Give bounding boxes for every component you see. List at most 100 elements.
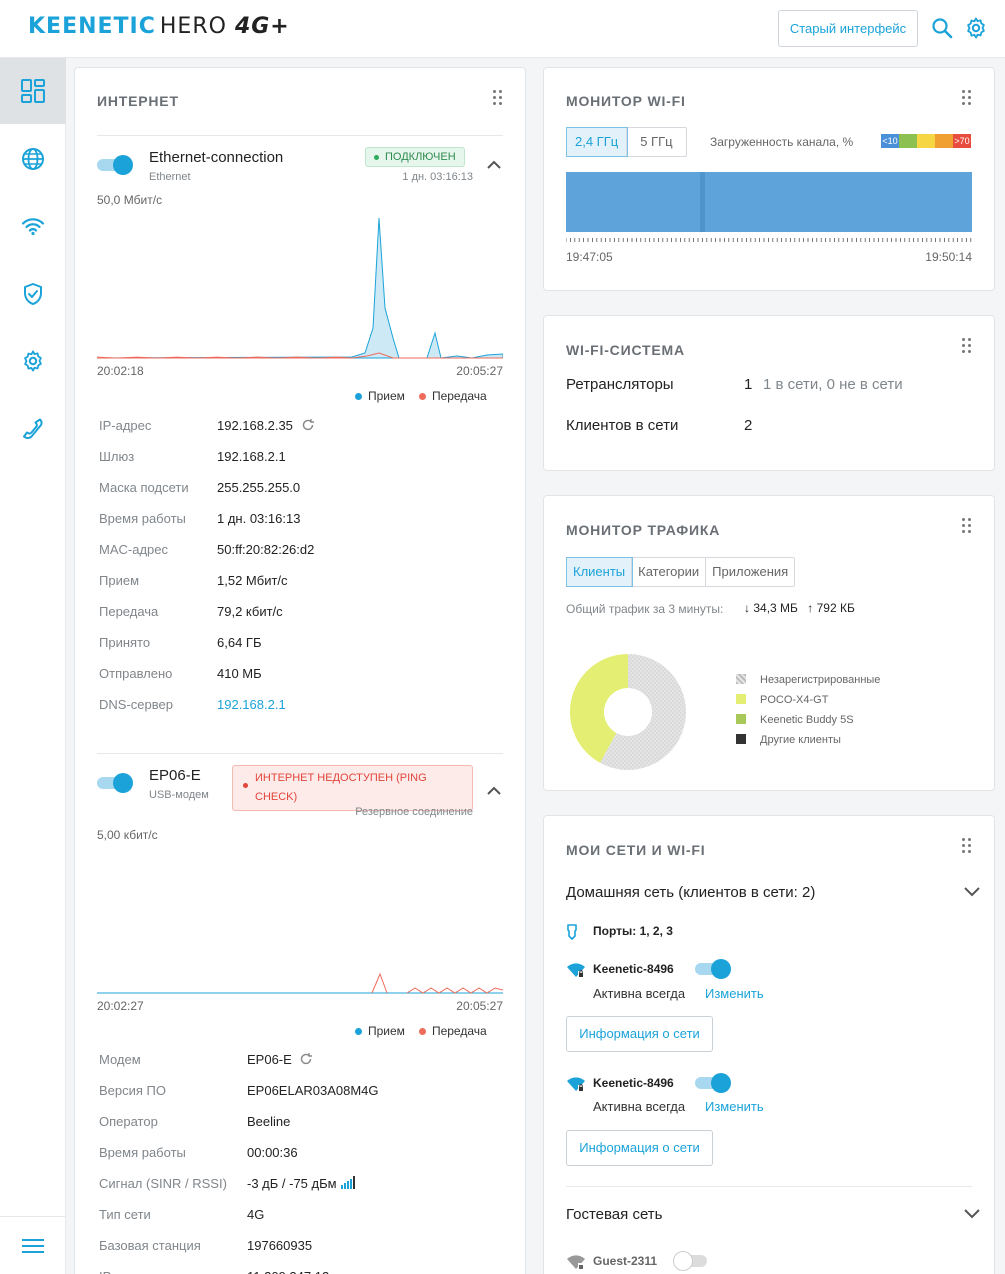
old-interface-button[interactable]: Старый интерфейс xyxy=(778,10,918,47)
arrow-down-icon: ↓ xyxy=(744,601,750,615)
detail-value: 11.209.247.12 xyxy=(247,1269,329,1274)
dns-server-link[interactable]: 192.168.2.1 xyxy=(217,697,286,712)
ssid1-toggle[interactable] xyxy=(695,959,731,979)
refresh-icon[interactable] xyxy=(301,418,315,432)
chevron-down-icon[interactable] xyxy=(964,1209,980,1219)
wifi-locked-icon xyxy=(567,963,585,977)
detail-label: Сигнал (SINR / RSSI) xyxy=(99,1176,227,1191)
tab-categories[interactable]: Категории xyxy=(632,558,707,586)
refresh-icon[interactable] xyxy=(299,1052,313,1066)
detail-label: Передача xyxy=(99,604,159,619)
network-info-button[interactable]: Информация о сети xyxy=(566,1016,713,1052)
sidebar-item-security[interactable] xyxy=(0,261,66,327)
detail-value: EP06ELAR03A08M4G xyxy=(247,1083,379,1098)
chart-legend: Прием Передача xyxy=(355,389,487,403)
traffic-donut-chart xyxy=(570,654,686,770)
detail-value: 00:00:36 xyxy=(247,1145,298,1160)
traffic-down: 34,3 МБ xyxy=(753,601,798,615)
ssid2-toggle[interactable] xyxy=(695,1073,731,1093)
tab-applications[interactable]: Приложения xyxy=(712,564,789,579)
clients-count: 2 xyxy=(744,417,753,434)
edit-ssid-link[interactable]: Изменить xyxy=(705,1099,764,1114)
signal-strength-icon xyxy=(341,1176,355,1189)
sidebar-item-wifi[interactable] xyxy=(0,193,66,259)
detail-value: -3 дБ / -75 дБм xyxy=(247,1176,337,1191)
chevron-up-icon[interactable] xyxy=(487,786,501,796)
internet-card: ИНТЕРНЕТ Ethernet-connection Ethernet ПО… xyxy=(74,67,526,1274)
hamburger-menu-icon xyxy=(22,1238,44,1253)
my-networks-card: МОИ СЕТИ И WI-FI Домашняя сеть (клиентов… xyxy=(543,815,995,1274)
legend-item[interactable]: Другие клиенты xyxy=(736,734,841,746)
chart-scale: 5,00 кбит/с xyxy=(97,828,158,842)
keenetic-logo[interactable]: KEENETIC HERO 4G+ xyxy=(28,14,290,39)
detail-value: EP06-E xyxy=(247,1052,292,1067)
wifi-monitor-card: МОНИТОР WI-FI 2,4 ГГц 5 ГГц Загруженност… xyxy=(543,67,995,291)
detail-label: Маска подсети xyxy=(99,480,189,495)
network-info-button[interactable]: Информация о сети xyxy=(566,1130,713,1166)
sidebar-nav xyxy=(0,58,66,1274)
connection-name: Ethernet-connection xyxy=(149,149,284,166)
ethernet-traffic-chart xyxy=(97,217,503,359)
guest-network-label[interactable]: Гостевая сеть xyxy=(566,1206,663,1223)
tab-band-24[interactable]: 2,4 ГГц xyxy=(565,127,629,157)
settings-gear-icon[interactable] xyxy=(964,16,988,40)
detail-value: 410 МБ xyxy=(217,666,262,681)
arrow-up-icon: ↑ xyxy=(807,601,814,615)
chart-scale: 50,0 Мбит/с xyxy=(97,193,163,207)
connection-type: USB-модем xyxy=(149,789,209,801)
wifi-system-title: WI-FI-СИСТЕМА xyxy=(566,342,685,358)
drag-handle-icon[interactable] xyxy=(962,838,972,854)
chevron-down-icon[interactable] xyxy=(964,887,980,897)
sidebar-item-telephony[interactable] xyxy=(0,396,66,462)
sidebar-menu-toggle[interactable] xyxy=(0,1216,66,1274)
wifi-locked-icon xyxy=(567,1077,585,1091)
detail-label: Шлюз xyxy=(99,449,135,464)
sidebar-item-dashboard[interactable] xyxy=(0,58,66,124)
drag-handle-icon[interactable] xyxy=(962,338,972,354)
internet-card-title: ИНТЕРНЕТ xyxy=(97,93,179,109)
shield-icon xyxy=(24,283,42,305)
chart-time-end: 20:05:27 xyxy=(456,364,503,378)
guest-ssid-toggle[interactable] xyxy=(673,1251,709,1271)
legend-item[interactable]: POCO-X4-GT xyxy=(736,694,828,706)
tab-clients[interactable]: Клиенты xyxy=(565,557,634,587)
legend-item[interactable]: Незарегистрированные xyxy=(736,674,880,686)
detail-label: IP-адрес xyxy=(99,1269,151,1274)
modem-traffic-chart xyxy=(97,972,503,994)
ports-label: Порты: 1, 2, 3 xyxy=(593,924,673,938)
wifi-icon xyxy=(21,218,45,236)
legend-rx-dot xyxy=(355,1028,362,1035)
legend-swatch xyxy=(736,734,746,744)
drag-handle-icon[interactable] xyxy=(962,90,972,106)
edit-ssid-link[interactable]: Изменить xyxy=(705,986,764,1001)
ethernet-connection-toggle[interactable] xyxy=(97,155,133,175)
repeaters-label[interactable]: Ретрансляторы xyxy=(566,376,674,393)
traffic-totals: ↓ 34,3 МБ ↑ 792 КБ xyxy=(744,601,855,615)
search-icon[interactable] xyxy=(930,16,954,40)
connection-type: Ethernet xyxy=(149,171,191,183)
usb-modem-toggle[interactable] xyxy=(97,773,133,793)
repeaters-count: 1 xyxy=(744,376,753,393)
divider xyxy=(97,753,503,754)
sidebar-item-internet[interactable] xyxy=(0,126,66,192)
traffic-monitor-title: МОНИТОР ТРАФИКА xyxy=(566,522,721,538)
ssid-schedule: Активна всегда xyxy=(593,986,686,1001)
wifi-system-card: WI-FI-СИСТЕМА Ретрансляторы 1 1 в сети, … xyxy=(543,315,995,471)
detail-label: DNS-сервер xyxy=(99,697,173,712)
repeaters-detail: 1 в сети, 0 не в сети xyxy=(763,376,903,393)
sidebar-item-settings[interactable] xyxy=(0,328,66,394)
wifi-monitor-title: МОНИТОР WI-FI xyxy=(566,93,686,109)
legend-tx-dot xyxy=(418,393,426,400)
clients-label[interactable]: Клиентов в сети xyxy=(566,417,679,434)
tab-band-5[interactable]: 5 ГГц xyxy=(640,134,673,149)
drag-handle-icon[interactable] xyxy=(493,90,503,106)
traffic-up: 792 КБ xyxy=(816,601,855,615)
chevron-up-icon[interactable] xyxy=(487,160,501,170)
drag-handle-icon[interactable] xyxy=(962,518,972,534)
detail-label: Модем xyxy=(99,1052,141,1067)
chart-time-start: 20:02:18 xyxy=(97,364,144,378)
home-network-label[interactable]: Домашняя сеть (клиентов в сети: 2) xyxy=(566,884,816,901)
my-networks-title: МОИ СЕТИ И WI-FI xyxy=(566,842,706,858)
legend-label: Другие клиенты xyxy=(760,734,841,746)
legend-item[interactable]: Keenetic Buddy 5S xyxy=(736,714,854,726)
